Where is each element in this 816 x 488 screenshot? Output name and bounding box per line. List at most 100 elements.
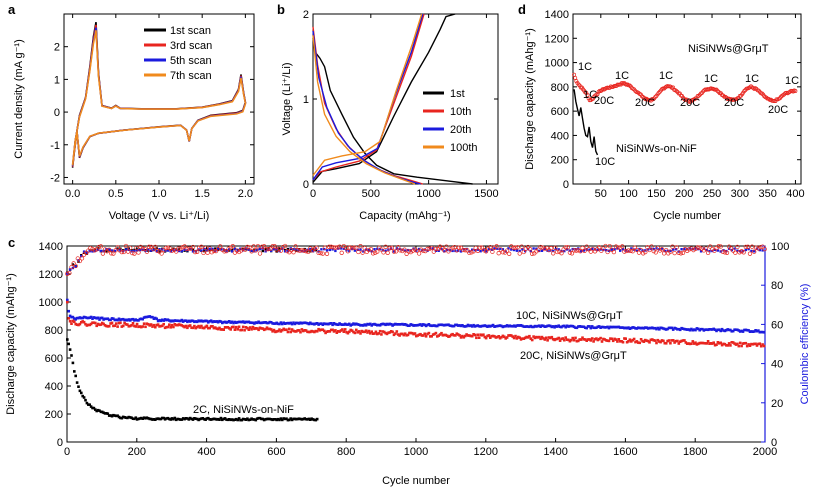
c-capacity-point bbox=[293, 322, 297, 326]
c-capacity-point bbox=[444, 323, 447, 327]
c-ce-point bbox=[460, 247, 466, 253]
c-ce-point bbox=[396, 245, 401, 250]
c-capacity-point bbox=[486, 334, 489, 338]
c-ce-point bbox=[326, 244, 332, 249]
c-capacity-point bbox=[268, 417, 272, 421]
c-capacity-point bbox=[747, 343, 750, 346]
c-ce-point bbox=[262, 244, 267, 249]
c-capacity-point bbox=[215, 320, 218, 323]
c-ce-point bbox=[747, 247, 750, 251]
c-capacity-point bbox=[253, 322, 256, 325]
c-capacity-point bbox=[208, 326, 211, 330]
c-capacity-point bbox=[666, 327, 669, 331]
c-capacity-point bbox=[201, 320, 205, 323]
c-capacity-point bbox=[80, 321, 83, 324]
c-capacity-point bbox=[71, 361, 75, 365]
c-capacity-point bbox=[106, 412, 110, 415]
c-ce-point bbox=[444, 244, 449, 249]
panel-letter-c: c bbox=[8, 235, 15, 250]
c-capacity-point bbox=[78, 316, 82, 319]
c-ce-point bbox=[532, 247, 535, 250]
c-capacity-point bbox=[660, 339, 664, 342]
c-capacity-point bbox=[286, 330, 290, 334]
c-capacity-point bbox=[233, 320, 237, 324]
c-capacity-point bbox=[712, 341, 715, 344]
b-discharge-100th bbox=[312, 35, 416, 185]
c-capacity-point bbox=[151, 325, 154, 328]
c-capacity-point bbox=[112, 413, 115, 417]
c-ce-point bbox=[404, 249, 407, 252]
c-ce-point bbox=[191, 248, 195, 251]
c-capacity-point bbox=[540, 324, 544, 327]
c-y2tick-label: 80 bbox=[771, 280, 783, 292]
c-capacity-point bbox=[85, 324, 89, 327]
c-capacity-point bbox=[187, 324, 191, 328]
c-capacity-point bbox=[500, 324, 503, 328]
c-capacity-point bbox=[761, 330, 764, 334]
c-ytick-label: 1400 bbox=[39, 241, 63, 253]
c-capacity-point bbox=[463, 325, 467, 328]
b-charge-10th bbox=[312, 13, 425, 181]
c-capacity-point bbox=[449, 333, 453, 337]
d-ytick-label: 800 bbox=[551, 82, 569, 94]
c-capacity-point bbox=[663, 341, 667, 345]
c-capacity-point bbox=[82, 320, 86, 324]
c-capacity-point bbox=[271, 418, 274, 422]
c-capacity-point bbox=[575, 339, 579, 343]
c-ce-point bbox=[619, 249, 622, 252]
c-capacity-point bbox=[105, 412, 108, 415]
c-label-20C: 20C, NiSiNWs@GrμT bbox=[520, 350, 627, 362]
c-capacity-point bbox=[254, 418, 258, 422]
c-capacity-point bbox=[558, 325, 562, 329]
a-xtick-label: 1.5 bbox=[195, 188, 210, 200]
c-ce-point bbox=[551, 251, 556, 256]
c-ce-point bbox=[222, 249, 227, 254]
c-capacity-point bbox=[579, 338, 583, 341]
c-capacity-point bbox=[366, 322, 369, 326]
c-capacity-point bbox=[609, 337, 612, 340]
c-capacity-point bbox=[551, 325, 555, 328]
c-capacity-point bbox=[493, 335, 496, 338]
panel-d-ylabel: Discharge capacity (mAhg⁻¹) bbox=[524, 28, 536, 170]
panel-d: 50 100 150 200 250 300 350 40002004006008001000… bbox=[524, 9, 805, 222]
c-ce-point bbox=[135, 249, 139, 252]
d-red-point bbox=[781, 93, 786, 98]
c-capacity-point bbox=[181, 324, 185, 328]
c-capacity-point bbox=[202, 326, 206, 330]
c-ce-point bbox=[183, 248, 186, 251]
c-capacity-point bbox=[162, 319, 165, 322]
c-capacity-point bbox=[651, 338, 654, 341]
c-ce-point bbox=[498, 247, 502, 250]
c-capacity-point bbox=[328, 322, 332, 325]
c-ce-point bbox=[322, 245, 328, 250]
c-ce-point bbox=[278, 248, 284, 253]
c-capacity-point bbox=[181, 320, 185, 323]
c-capacity-point bbox=[572, 325, 576, 329]
c-ce-point bbox=[99, 249, 103, 253]
c-capacity-point bbox=[712, 327, 715, 331]
c-capacity-point bbox=[145, 315, 149, 319]
c-capacity-point bbox=[698, 341, 701, 345]
c-capacity-point bbox=[487, 324, 491, 328]
c-ce-point bbox=[482, 248, 485, 252]
panel-d-frame bbox=[572, 13, 802, 185]
c-ce-point bbox=[507, 251, 512, 256]
c-ce-point bbox=[722, 250, 728, 255]
c-capacity-point bbox=[163, 326, 167, 330]
c-ce-point bbox=[247, 248, 250, 251]
c-ce-point bbox=[655, 245, 661, 251]
c-capacity-point bbox=[355, 322, 358, 326]
c-capacity-point bbox=[68, 348, 72, 351]
c-capacity-point bbox=[179, 319, 182, 323]
c-capacity-point bbox=[77, 323, 80, 327]
c-ce-point bbox=[233, 247, 237, 251]
c-capacity-point bbox=[747, 329, 750, 332]
c-ce-point bbox=[512, 248, 516, 252]
c-ce-point bbox=[576, 248, 581, 253]
d-red-point bbox=[662, 86, 667, 91]
c-capacity-point bbox=[620, 326, 623, 329]
c-ce-point bbox=[253, 248, 258, 253]
c-capacity-point bbox=[617, 325, 621, 329]
c-capacity-point bbox=[382, 330, 386, 334]
c-capacity-point bbox=[549, 324, 552, 328]
